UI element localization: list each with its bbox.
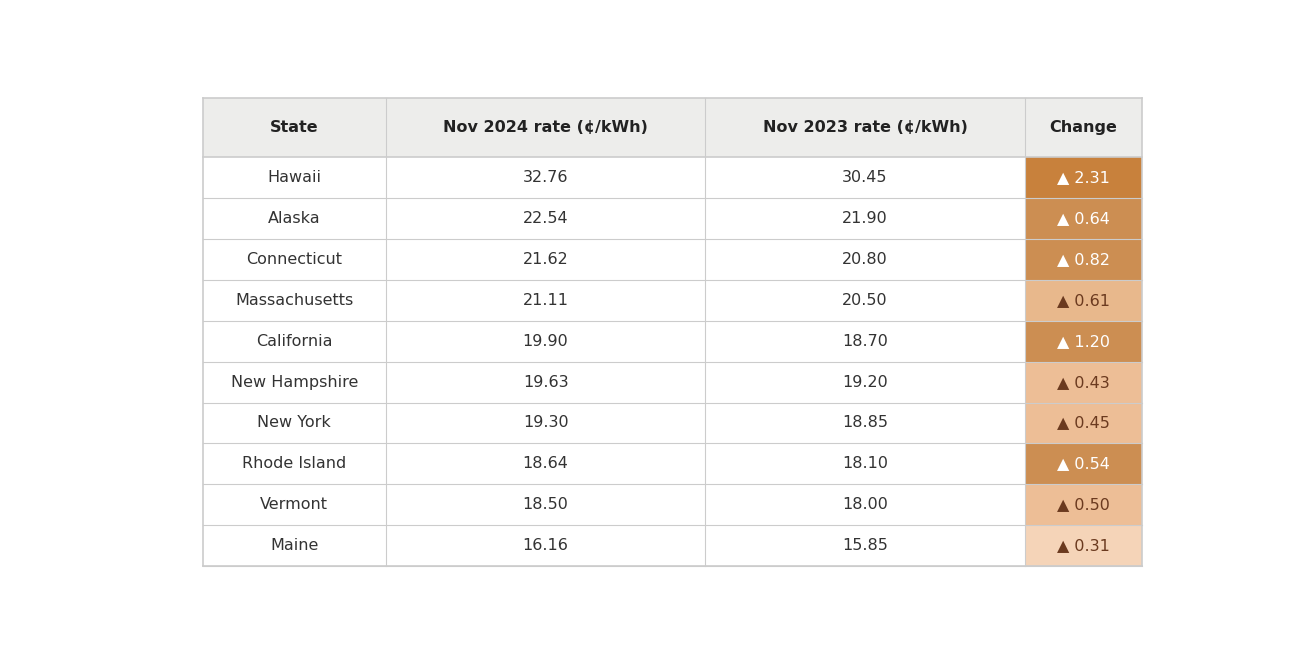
Text: 18.64: 18.64 (522, 457, 568, 472)
Text: 20.50: 20.50 (842, 293, 888, 307)
Bar (1025, 361, 1143, 403)
Text: ▲ 0.64: ▲ 0.64 (1057, 211, 1110, 226)
Bar (1025, 525, 1143, 567)
Text: Connecticut: Connecticut (247, 251, 342, 266)
Bar (386, 525, 706, 567)
Text: New York: New York (257, 415, 331, 430)
Bar (202, 525, 386, 567)
Bar (202, 484, 386, 525)
Bar (202, 157, 386, 197)
Bar (202, 239, 386, 280)
Text: Alaska: Alaska (268, 211, 320, 226)
Bar (386, 280, 706, 320)
Bar (202, 280, 386, 320)
Text: ▲ 0.31: ▲ 0.31 (1057, 538, 1110, 553)
Bar (386, 197, 706, 239)
Bar (1025, 320, 1143, 361)
Text: 32.76: 32.76 (522, 170, 568, 185)
Bar (706, 525, 1025, 567)
Text: 19.20: 19.20 (842, 374, 888, 390)
Text: 19.30: 19.30 (522, 415, 568, 430)
Bar (706, 361, 1025, 403)
Text: ▲ 0.54: ▲ 0.54 (1057, 457, 1110, 472)
Bar (1025, 280, 1143, 320)
Bar (202, 197, 386, 239)
Text: 16.16: 16.16 (522, 538, 568, 553)
Text: 18.00: 18.00 (842, 497, 888, 513)
Text: 20.80: 20.80 (842, 251, 888, 266)
Bar (386, 320, 706, 361)
Bar (1025, 484, 1143, 525)
Bar (1025, 403, 1143, 443)
Bar (386, 98, 706, 157)
Bar (706, 197, 1025, 239)
Text: Maine: Maine (270, 538, 319, 553)
Text: ▲ 0.45: ▲ 0.45 (1057, 415, 1110, 430)
Bar (706, 403, 1025, 443)
Text: Hawaii: Hawaii (268, 170, 321, 185)
Text: 18.85: 18.85 (842, 415, 888, 430)
Bar (202, 361, 386, 403)
Text: ▲ 1.20: ▲ 1.20 (1057, 334, 1110, 349)
Bar (1025, 157, 1143, 197)
Text: ▲ 0.61: ▲ 0.61 (1057, 293, 1110, 307)
Text: Nov 2023 rate (¢/kWh): Nov 2023 rate (¢/kWh) (762, 120, 967, 135)
Bar (386, 361, 706, 403)
Bar (1025, 197, 1143, 239)
Bar (706, 280, 1025, 320)
Text: 18.70: 18.70 (842, 334, 888, 349)
Bar (386, 443, 706, 484)
Text: Change: Change (1050, 120, 1118, 135)
Text: State: State (270, 120, 319, 135)
Bar (706, 484, 1025, 525)
Text: Vermont: Vermont (260, 497, 328, 513)
Text: 18.50: 18.50 (522, 497, 568, 513)
Bar (706, 443, 1025, 484)
Bar (706, 320, 1025, 361)
Bar (386, 239, 706, 280)
Bar (202, 320, 386, 361)
Text: 21.11: 21.11 (522, 293, 568, 307)
Text: ▲ 0.50: ▲ 0.50 (1057, 497, 1110, 513)
Text: 15.85: 15.85 (842, 538, 888, 553)
Text: ▲ 0.43: ▲ 0.43 (1057, 374, 1110, 390)
Text: New Hampshire: New Hampshire (231, 374, 358, 390)
Text: 19.63: 19.63 (522, 374, 568, 390)
Bar (706, 157, 1025, 197)
Text: 30.45: 30.45 (842, 170, 888, 185)
Bar (1025, 239, 1143, 280)
Bar (706, 98, 1025, 157)
Text: Nov 2024 rate (¢/kWh): Nov 2024 rate (¢/kWh) (443, 120, 648, 135)
Text: ▲ 2.31: ▲ 2.31 (1057, 170, 1110, 185)
Text: 22.54: 22.54 (522, 211, 568, 226)
Bar (1025, 98, 1143, 157)
Bar (706, 239, 1025, 280)
Text: 21.90: 21.90 (842, 211, 888, 226)
Text: ▲ 0.82: ▲ 0.82 (1057, 251, 1110, 266)
Bar (202, 98, 386, 157)
Bar (1025, 443, 1143, 484)
Bar (202, 443, 386, 484)
Bar (386, 403, 706, 443)
Bar (386, 157, 706, 197)
Bar (202, 403, 386, 443)
Text: Massachusetts: Massachusetts (235, 293, 353, 307)
Text: California: California (256, 334, 332, 349)
Text: 21.62: 21.62 (522, 251, 568, 266)
Bar (386, 484, 706, 525)
Text: Rhode Island: Rhode Island (243, 457, 346, 472)
Text: 19.90: 19.90 (522, 334, 568, 349)
Text: 18.10: 18.10 (842, 457, 888, 472)
